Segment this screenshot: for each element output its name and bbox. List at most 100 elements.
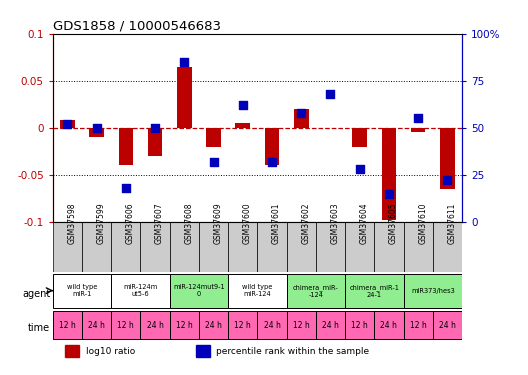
FancyBboxPatch shape bbox=[374, 311, 403, 339]
FancyBboxPatch shape bbox=[169, 311, 199, 339]
Text: miR373/hes3: miR373/hes3 bbox=[411, 288, 455, 294]
Bar bbox=[89, 128, 104, 137]
Text: percentile rank within the sample: percentile rank within the sample bbox=[216, 346, 370, 355]
Text: GSM37603: GSM37603 bbox=[331, 202, 340, 244]
Point bbox=[326, 91, 335, 97]
Text: GSM37606: GSM37606 bbox=[126, 202, 135, 244]
FancyBboxPatch shape bbox=[111, 274, 169, 308]
Text: GSM37607: GSM37607 bbox=[155, 202, 164, 244]
Text: GSM37611: GSM37611 bbox=[447, 202, 456, 244]
Point bbox=[209, 159, 218, 165]
Text: wild type
miR-124: wild type miR-124 bbox=[242, 284, 272, 297]
Bar bbox=[382, 128, 396, 220]
Bar bbox=[60, 120, 75, 128]
FancyBboxPatch shape bbox=[53, 311, 82, 339]
FancyBboxPatch shape bbox=[258, 222, 287, 272]
Text: GSM37609: GSM37609 bbox=[213, 202, 223, 244]
Point bbox=[355, 166, 364, 172]
Text: 24 h: 24 h bbox=[147, 321, 164, 330]
FancyBboxPatch shape bbox=[111, 311, 140, 339]
Text: 24 h: 24 h bbox=[322, 321, 339, 330]
Text: chimera_miR-1
24-1: chimera_miR-1 24-1 bbox=[350, 284, 399, 297]
Point bbox=[151, 125, 159, 131]
Text: GSM37608: GSM37608 bbox=[184, 202, 193, 244]
FancyBboxPatch shape bbox=[287, 311, 316, 339]
Text: 24 h: 24 h bbox=[205, 321, 222, 330]
Text: GSM37610: GSM37610 bbox=[418, 202, 427, 244]
FancyBboxPatch shape bbox=[316, 222, 345, 272]
FancyBboxPatch shape bbox=[345, 274, 403, 308]
Text: 12 h: 12 h bbox=[410, 321, 427, 330]
FancyBboxPatch shape bbox=[258, 311, 287, 339]
Bar bbox=[411, 128, 426, 132]
Point bbox=[121, 185, 130, 191]
Text: log10 ratio: log10 ratio bbox=[86, 346, 135, 355]
FancyBboxPatch shape bbox=[316, 311, 345, 339]
Text: 12 h: 12 h bbox=[118, 321, 134, 330]
Point bbox=[414, 116, 422, 122]
FancyBboxPatch shape bbox=[345, 311, 374, 339]
Text: GSM37602: GSM37602 bbox=[301, 202, 310, 244]
Bar bbox=[352, 128, 367, 147]
Bar bbox=[148, 128, 163, 156]
Bar bbox=[440, 128, 455, 189]
FancyBboxPatch shape bbox=[403, 274, 462, 308]
Text: 24 h: 24 h bbox=[439, 321, 456, 330]
Text: 24 h: 24 h bbox=[88, 321, 105, 330]
Text: GSM37599: GSM37599 bbox=[97, 202, 106, 244]
Text: time: time bbox=[28, 323, 50, 333]
Bar bbox=[177, 67, 192, 128]
Text: agent: agent bbox=[22, 290, 50, 299]
Point bbox=[268, 159, 276, 165]
FancyBboxPatch shape bbox=[403, 311, 433, 339]
Point bbox=[443, 177, 451, 183]
Text: 24 h: 24 h bbox=[263, 321, 280, 330]
FancyBboxPatch shape bbox=[433, 222, 462, 272]
FancyBboxPatch shape bbox=[82, 222, 111, 272]
Text: GSM37601: GSM37601 bbox=[272, 202, 281, 244]
Text: 24 h: 24 h bbox=[381, 321, 398, 330]
FancyBboxPatch shape bbox=[228, 311, 258, 339]
Text: GSM37605: GSM37605 bbox=[389, 202, 398, 244]
Point bbox=[63, 121, 72, 127]
Bar bbox=[196, 345, 210, 357]
FancyBboxPatch shape bbox=[287, 222, 316, 272]
Bar bbox=[206, 128, 221, 147]
FancyBboxPatch shape bbox=[433, 311, 462, 339]
Point bbox=[297, 110, 306, 116]
Point bbox=[180, 59, 188, 65]
FancyBboxPatch shape bbox=[169, 274, 228, 308]
FancyBboxPatch shape bbox=[169, 222, 199, 272]
Bar bbox=[294, 109, 308, 128]
FancyBboxPatch shape bbox=[199, 222, 228, 272]
FancyBboxPatch shape bbox=[287, 274, 345, 308]
Text: 12 h: 12 h bbox=[234, 321, 251, 330]
Text: 12 h: 12 h bbox=[293, 321, 309, 330]
Bar bbox=[65, 345, 79, 357]
FancyBboxPatch shape bbox=[374, 222, 403, 272]
FancyBboxPatch shape bbox=[111, 222, 140, 272]
Text: miR-124m
ut5-6: miR-124m ut5-6 bbox=[124, 284, 158, 297]
Point bbox=[239, 102, 247, 108]
Bar bbox=[235, 123, 250, 128]
Text: wild type
miR-1: wild type miR-1 bbox=[67, 284, 97, 297]
Bar bbox=[265, 128, 279, 165]
Text: 12 h: 12 h bbox=[176, 321, 193, 330]
Text: 12 h: 12 h bbox=[59, 321, 76, 330]
Text: 12 h: 12 h bbox=[351, 321, 368, 330]
Text: GDS1858 / 10000546683: GDS1858 / 10000546683 bbox=[53, 20, 221, 33]
FancyBboxPatch shape bbox=[228, 274, 287, 308]
Bar bbox=[119, 128, 133, 165]
FancyBboxPatch shape bbox=[140, 222, 169, 272]
Text: miR-124mut9-1
0: miR-124mut9-1 0 bbox=[173, 284, 225, 297]
Point bbox=[92, 125, 101, 131]
Point bbox=[385, 190, 393, 196]
FancyBboxPatch shape bbox=[403, 222, 433, 272]
Text: GSM37600: GSM37600 bbox=[243, 202, 252, 244]
Text: chimera_miR-
-124: chimera_miR- -124 bbox=[293, 284, 339, 297]
FancyBboxPatch shape bbox=[53, 222, 82, 272]
FancyBboxPatch shape bbox=[140, 311, 169, 339]
Text: GSM37598: GSM37598 bbox=[68, 202, 77, 244]
FancyBboxPatch shape bbox=[53, 274, 111, 308]
Text: GSM37604: GSM37604 bbox=[360, 202, 369, 244]
